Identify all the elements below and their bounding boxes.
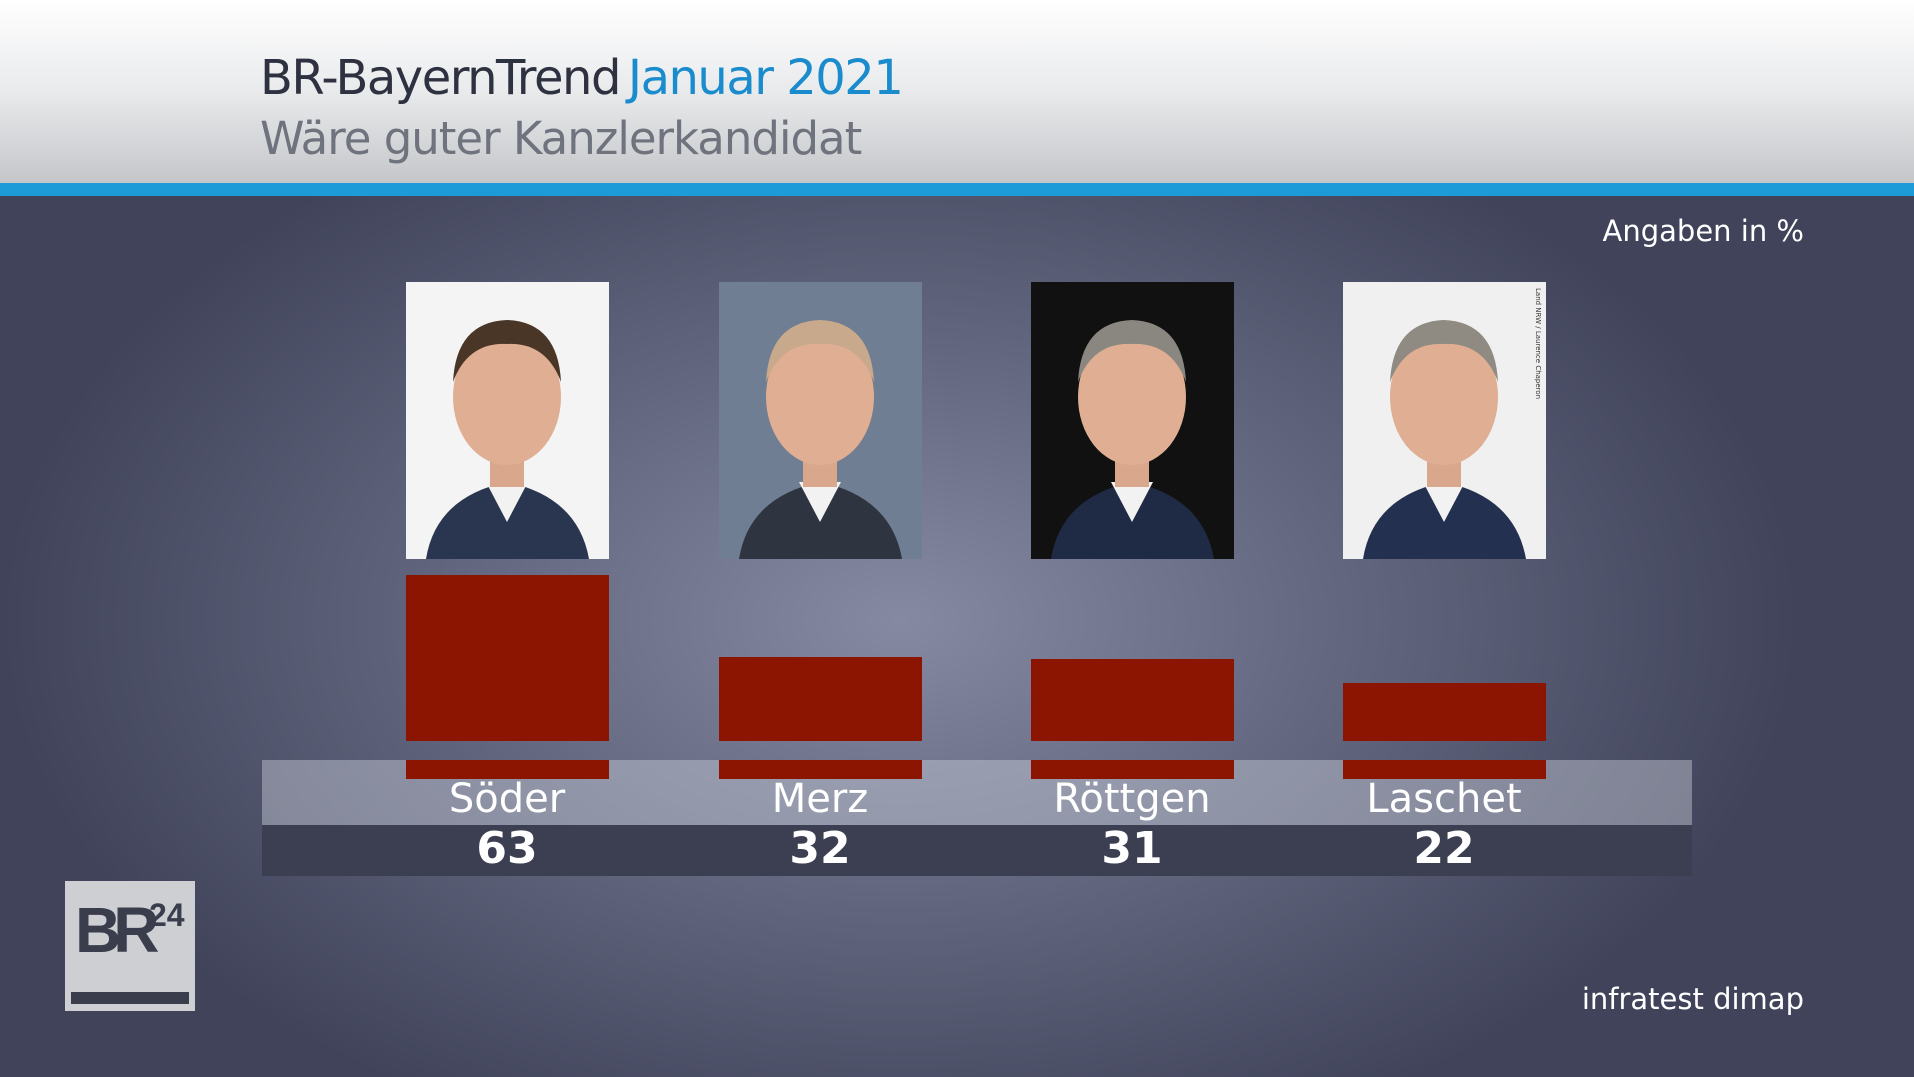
- value-label: 32: [789, 823, 851, 874]
- logo-text: BR: [75, 894, 159, 966]
- value-label: 22: [1413, 823, 1475, 874]
- bar-merz: [719, 656, 922, 741]
- bar-base-strip: [1031, 760, 1234, 779]
- candidate-photo: [406, 282, 609, 559]
- values-band: [262, 825, 1692, 876]
- chart-subtitle: Wäre guter Kanzlerkandidat: [260, 112, 862, 165]
- category-label: Merz: [771, 776, 869, 822]
- photo-credit: Land NRW / Laurence Chaperon: [1534, 288, 1542, 400]
- logo-underline: [71, 992, 189, 1004]
- header-accent-bar: [0, 183, 1914, 196]
- bar-laschet: [1343, 682, 1546, 741]
- portrait-icon: [426, 320, 589, 559]
- header: [0, 0, 1914, 183]
- title-main: BR-BayernTrend: [260, 50, 621, 106]
- category-label: Laschet: [1366, 776, 1522, 822]
- bar-söder: [406, 574, 609, 741]
- portrait-icon: [739, 320, 902, 559]
- candidate-photo: [1031, 282, 1234, 559]
- bar-röttgen: [1031, 659, 1234, 741]
- value-label: 63: [476, 823, 538, 874]
- bar-base-strip: [1343, 760, 1546, 779]
- value-label: 31: [1101, 823, 1163, 874]
- logo-superscript: 24: [149, 897, 185, 933]
- portrait-icon: [1363, 320, 1526, 559]
- unit-note: Angaben in %: [1602, 214, 1804, 248]
- br24-logo: BR 24: [65, 881, 195, 1011]
- source-label: infratest dimap: [1581, 982, 1804, 1016]
- title-date: Januar 2021: [627, 50, 904, 106]
- bar-base-strip: [719, 760, 922, 779]
- bar-base-strip: [406, 760, 609, 779]
- candidate-photo: Land NRW / Laurence Chaperon: [1343, 282, 1546, 559]
- chart-title: BR-BayernTrend Januar 2021: [260, 50, 904, 106]
- candidate-photo: [719, 282, 922, 559]
- category-label: Söder: [448, 776, 566, 822]
- category-label: Röttgen: [1053, 776, 1211, 822]
- portrait-icon: [1051, 320, 1214, 559]
